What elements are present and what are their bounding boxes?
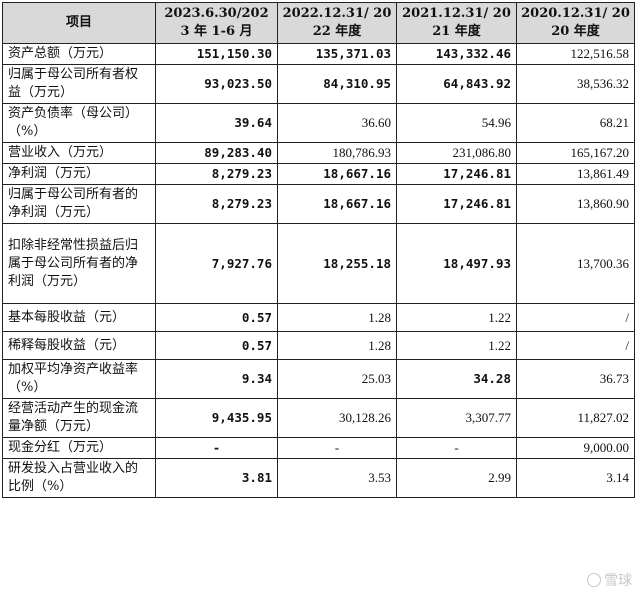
value-cell: 93,023.50	[155, 64, 278, 104]
value-cell: 36.73	[516, 359, 635, 399]
value-cell: 68.21	[516, 103, 635, 143]
value-cell: 0.57	[155, 303, 278, 332]
value-cell: 17,246.81	[396, 163, 517, 185]
value-cell: 84,310.95	[277, 64, 397, 104]
row-label: 归属于母公司所有者权益（万元）	[2, 64, 156, 104]
table-row: 营业收入（万元） 89,283.40 180,786.93 231,086.80 165…	[2, 142, 635, 164]
value-cell: 11,827.02	[516, 398, 635, 438]
value-cell: -	[155, 437, 278, 459]
value-cell: 13,700.36	[516, 223, 635, 304]
value-cell: 3.53	[277, 458, 397, 498]
value-cell: /	[516, 303, 635, 332]
table-row: 扣除非经常性损益后归属于母公司所有者的净利润（万元） 7,927.76 18,255…	[2, 223, 635, 304]
value-cell: 151,150.30	[155, 43, 278, 65]
table-row: 归属于母公司所有者的净利润（万元） 8,279.23 18,667.16 17,246…	[2, 184, 635, 224]
header-2023-h1: 2023.6.30/2023 年 1-6 月	[155, 2, 278, 44]
table-row: 资产总额（万元） 151,150.30 135,371.03 143,332.46 12…	[2, 43, 635, 65]
value-cell: 9,435.95	[155, 398, 278, 438]
table-row: 加权平均净资产收益率（%） 9.34 25.03 34.28 36.73	[2, 359, 635, 399]
header-2022: 2022.12.31/ 2022 年度	[277, 2, 397, 44]
value-cell: -	[277, 437, 397, 459]
row-label: 现金分红（万元）	[2, 437, 156, 459]
value-cell: 39.64	[155, 103, 278, 143]
value-cell: 8,279.23	[155, 163, 278, 185]
table-row: 经营活动产生的现金流量净额（万元） 9,435.95 30,128.26 3,307.…	[2, 398, 635, 438]
snowball-logo-icon	[587, 573, 601, 587]
value-cell: 25.03	[277, 359, 397, 399]
row-label: 净利润（万元）	[2, 163, 156, 185]
table-row: 现金分红（万元） - - -9,000.00	[2, 437, 635, 459]
value-cell: 54.96	[396, 103, 517, 143]
table-row: 资产负债率（母公司）（%） 39.64 36.60 54.96 68.21	[2, 103, 635, 143]
value-cell: 9.34	[155, 359, 278, 399]
row-label: 研发投入占营业收入的比例（%）	[2, 458, 156, 498]
value-cell: 180,786.93	[277, 142, 397, 164]
value-cell: 1.22	[396, 303, 517, 332]
table-row: 研发投入占营业收入的比例（%） 3.81 3.53 2.99 3.14	[2, 458, 635, 498]
row-label: 加权平均净资产收益率（%）	[2, 359, 156, 399]
value-cell: 13,860.90	[516, 184, 635, 224]
value-cell: 3,307.77	[396, 398, 517, 438]
value-cell: 89,283.40	[155, 142, 278, 164]
row-label: 扣除非经常性损益后归属于母公司所有者的净利润（万元）	[2, 223, 156, 304]
value-cell: 9,000.00	[516, 437, 635, 459]
value-cell: 1.28	[277, 303, 397, 332]
table-header-row: 项目 2023.6.30/2023 年 1-6 月 2022.12.31/ 20…	[2, 2, 635, 44]
value-cell: 34.28	[396, 359, 517, 399]
row-label: 稀释每股收益（元）	[2, 331, 156, 360]
value-cell: 18,255.18	[277, 223, 397, 304]
value-cell: 18,667.16	[277, 184, 397, 224]
row-label: 经营活动产生的现金流量净额（万元）	[2, 398, 156, 438]
row-label: 资产总额（万元）	[2, 43, 156, 65]
value-cell: 18,497.93	[396, 223, 517, 304]
value-cell: 64,843.92	[396, 64, 517, 104]
row-label: 归属于母公司所有者的净利润（万元）	[2, 184, 156, 224]
table-row: 基本每股收益（元） 0.57 1.28 1.22/	[2, 303, 635, 332]
value-cell: 36.60	[277, 103, 397, 143]
value-cell: /	[516, 331, 635, 360]
row-label: 营业收入（万元）	[2, 142, 156, 164]
table-row: 净利润（万元） 8,279.23 18,667.16 17,246.81 13,861.…	[2, 163, 635, 185]
value-cell: 1.22	[396, 331, 517, 360]
value-cell: 122,516.58	[516, 43, 635, 65]
table-row: 归属于母公司所有者权益（万元） 93,023.50 84,310.95 64,843.…	[2, 64, 635, 104]
row-label: 基本每股收益（元）	[2, 303, 156, 332]
table-body: 资产总额（万元） 151,150.30 135,371.03 143,332.46 12…	[2, 43, 635, 498]
value-cell: 7,927.76	[155, 223, 278, 304]
value-cell: 0.57	[155, 331, 278, 360]
watermark-text: 雪球	[604, 573, 632, 589]
header-item: 项目	[2, 2, 156, 44]
value-cell: 17,246.81	[396, 184, 517, 224]
value-cell: 8,279.23	[155, 184, 278, 224]
header-2021: 2021.12.31/ 2021 年度	[396, 2, 517, 44]
financial-summary-table-wrapper: 项目 2023.6.30/2023 年 1-6 月 2022.12.31/ 20…	[2, 2, 635, 498]
header-2020: 2020.12.31/ 2020 年度	[516, 2, 635, 44]
value-cell: 231,086.80	[396, 142, 517, 164]
value-cell: 143,332.46	[396, 43, 517, 65]
watermark: 雪球	[587, 570, 632, 590]
value-cell: 13,861.49	[516, 163, 635, 185]
value-cell: -	[396, 437, 517, 459]
value-cell: 3.14	[516, 458, 635, 498]
value-cell: 38,536.32	[516, 64, 635, 104]
table-row: 稀释每股收益（元） 0.57 1.28 1.22/	[2, 331, 635, 360]
row-label: 资产负债率（母公司）（%）	[2, 103, 156, 143]
value-cell: 3.81	[155, 458, 278, 498]
value-cell: 1.28	[277, 331, 397, 360]
value-cell: 18,667.16	[277, 163, 397, 185]
value-cell: 30,128.26	[277, 398, 397, 438]
value-cell: 2.99	[396, 458, 517, 498]
value-cell: 135,371.03	[277, 43, 397, 65]
value-cell: 165,167.20	[516, 142, 635, 164]
financial-summary-table: 项目 2023.6.30/2023 年 1-6 月 2022.12.31/ 20…	[2, 2, 635, 498]
